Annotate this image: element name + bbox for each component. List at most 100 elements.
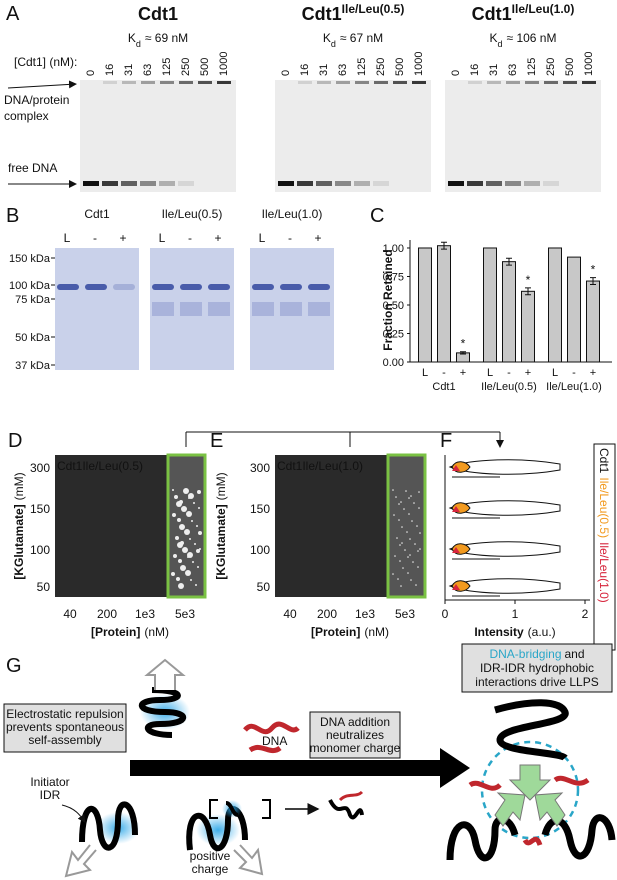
lane-label: + [460,367,466,379]
x-axis-label: Intensity (a.u.) [474,625,555,639]
band [103,81,117,84]
gel-image [55,248,139,370]
dna-strand [243,721,300,735]
x-tick-label: 2 [582,607,589,621]
legend-entry: Ile/Leu(1.0) [597,542,611,603]
free-label: free DNA [8,161,57,175]
gel-image [80,80,236,192]
band [298,81,312,84]
overlay-label: Cdt1Ile/Leu(0.5) [57,459,143,473]
note-text: DNA-bridging and [489,647,584,661]
band [486,181,502,186]
violin [448,459,561,475]
label-unit: (a.u.) [528,625,556,639]
band [113,284,135,290]
droplet [182,547,188,553]
y-tick-label: 300 [30,461,50,475]
repulsion-arrow [233,844,264,876]
lane-label: 250 [545,58,557,76]
droplet [406,531,408,533]
violin [452,506,460,512]
band [180,284,202,290]
lane-label: 31 [488,64,500,76]
droplet [191,520,193,522]
band [354,181,370,186]
lane-label: + [314,231,321,245]
x-tick-label: 0 [442,607,449,621]
band [160,81,174,84]
droplet [183,488,189,494]
title-base: Cdt1 [302,4,342,24]
diagram-g [64,658,616,878]
lane-label: 125 [356,58,368,76]
droplet [181,506,187,512]
lane-label: 250 [180,58,192,76]
lane-label: L [487,367,493,379]
bracket [185,431,500,447]
violin [452,547,460,553]
droplet [172,513,176,517]
title-sup: Ile/Leu(1.0) [512,2,575,16]
complex-label: DNA/protein [4,93,69,107]
note-word: and [565,647,585,661]
droplet [189,538,191,540]
band [506,81,520,84]
lane-label: 500 [394,58,406,76]
band [393,81,407,84]
band [122,81,136,84]
lane-label: 500 [199,58,211,76]
band [355,81,369,84]
dna-strand [522,836,543,846]
lane-label: + [214,231,221,245]
lane-label: 1000 [413,52,425,76]
band [141,81,155,84]
panel-letter: C [370,205,384,227]
lane-label: 31 [318,64,330,76]
lane-label: 0 [450,70,462,76]
lane-label: L [552,367,558,379]
note-text: prevents spontaneous [6,720,124,734]
droplet [400,585,402,587]
band [335,181,351,186]
annotation: * [461,337,466,351]
callout: Initiator [30,775,69,789]
pointer-arrow [61,804,86,823]
kd-sub: d [331,39,336,49]
bar [548,247,562,363]
panel-letter: F [440,430,452,452]
lane-label: 16 [299,64,311,76]
dna-strand [468,780,502,791]
kd-symbol: K [323,31,331,45]
kd-symbol: K [128,31,136,45]
lane-label: 250 [375,58,387,76]
droplet [199,548,201,550]
legend-entry: Ile/Leu(0.5) [597,477,611,538]
x-tick-label: 5e3 [395,607,415,621]
group-label: Ile/Leu(0.5) [481,381,537,393]
droplet [401,542,403,544]
band [467,181,483,186]
y-tick-label: 0.25 [383,328,404,340]
droplet [480,740,580,840]
droplet [399,544,401,546]
droplet [419,532,421,534]
gel-image [275,80,431,192]
droplet [404,549,406,551]
violin [448,500,561,516]
lane-label: 1000 [218,52,230,76]
idr [225,801,239,817]
droplet [416,525,418,527]
panel-letter: G [6,655,22,677]
band [316,181,332,186]
droplet [198,507,200,509]
gel-title: Ile/Leu(0.5) [162,207,223,221]
panel-letter: E [210,430,223,452]
marker-label: 150 kDa [9,253,51,265]
error-bar [441,241,447,250]
x-tick-label: 200 [97,607,117,621]
lane-label: 125 [161,58,173,76]
lane-label: 0 [280,70,292,76]
panel-letter: B [6,205,19,227]
error-bar [506,257,512,266]
highlight: DNA-bridging [489,647,561,661]
